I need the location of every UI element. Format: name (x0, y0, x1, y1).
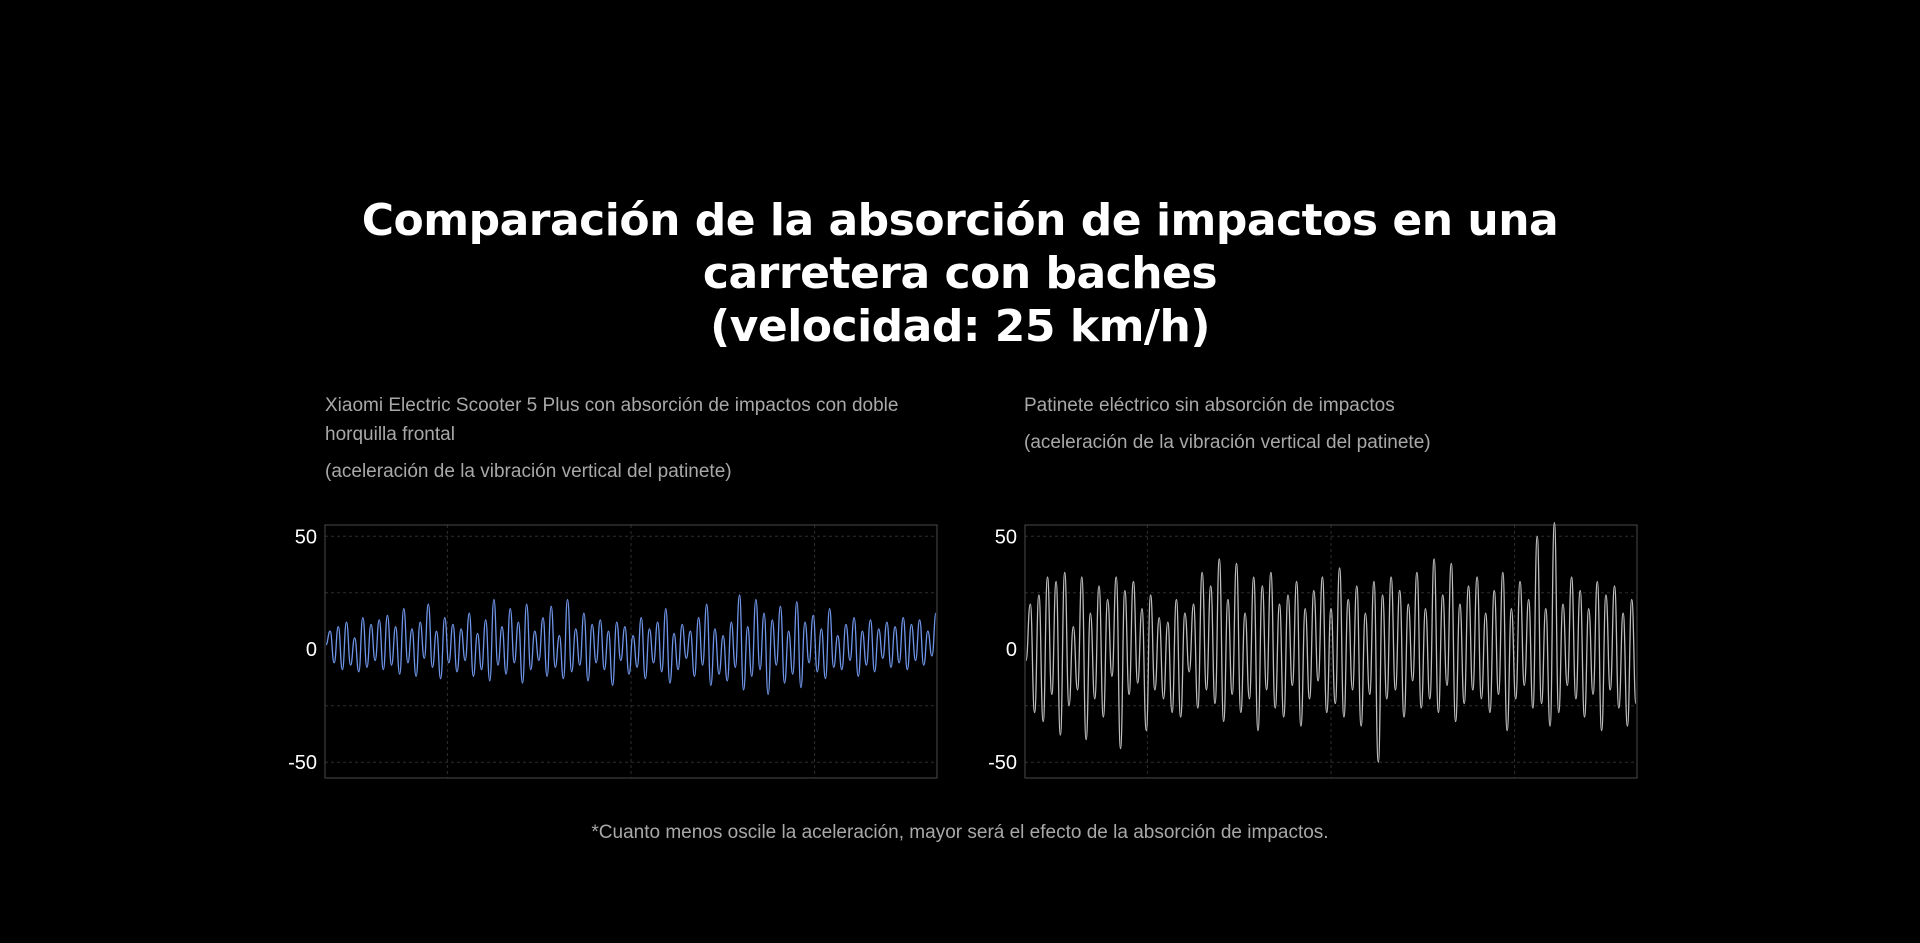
title-line-2: carretera con baches (702, 248, 1218, 299)
footnote: *Cuanto menos oscile la aceleración, may… (591, 822, 1329, 843)
y-tick-label: -50 (288, 752, 317, 774)
plot-frame (324, 524, 938, 779)
page-title: Comparación de la absorción de impactos … (0, 194, 1920, 353)
series-line (325, 594, 937, 696)
chart-title-left: Xiaomi Electric Scooter 5 Plus con absor… (325, 395, 899, 445)
chart-description-left: Xiaomi Electric Scooter 5 Plus con absor… (325, 391, 945, 486)
plot-frame (1024, 524, 1638, 779)
chart-description-right: Patinete eléctrico sin absorción de impa… (1024, 391, 1644, 457)
y-tick-label: -50 (988, 752, 1017, 774)
y-tick-label: 0 (1006, 639, 1017, 661)
series-line (1025, 522, 1637, 763)
y-tick-label: 50 (995, 526, 1017, 548)
title-line-1: Comparación de la absorción de impactos … (361, 195, 1559, 246)
y-tick-label: 50 (295, 526, 317, 548)
chart-title-right: Patinete eléctrico sin absorción de impa… (1024, 395, 1395, 416)
chart-subtitle-left: (aceleración de la vibración vertical de… (325, 461, 732, 482)
chart-right: 50 0 -50 (988, 522, 1638, 779)
title-line-3: (velocidad: 25 km/h) (710, 301, 1210, 352)
chart-left: 50 0 -50 (288, 524, 938, 779)
chart-subtitle-right: (aceleración de la vibración vertical de… (1024, 432, 1431, 453)
y-tick-label: 0 (306, 639, 317, 661)
